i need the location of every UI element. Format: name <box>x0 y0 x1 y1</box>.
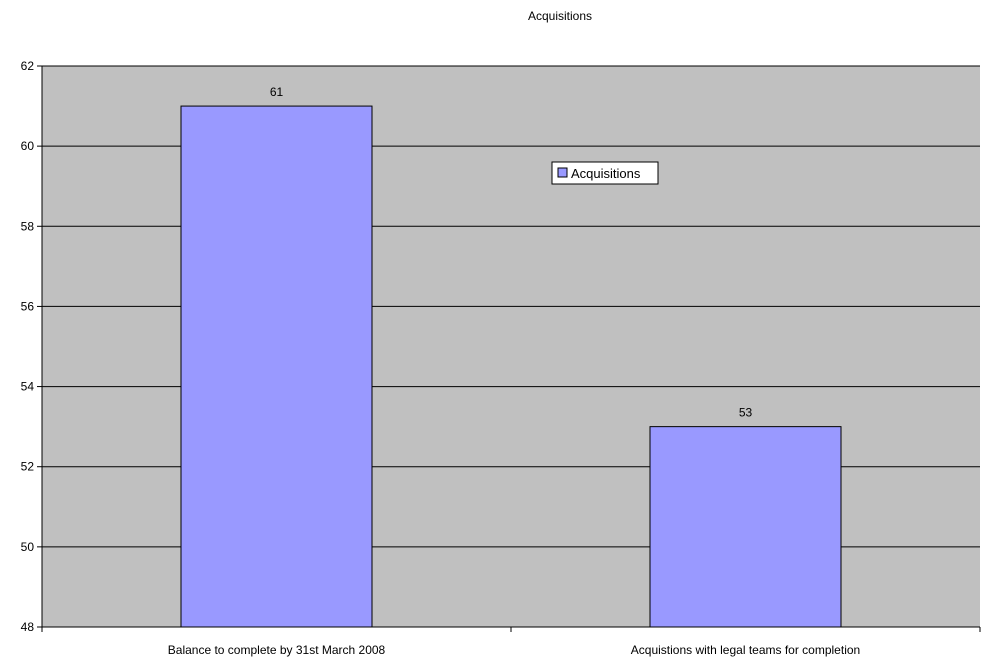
y-tick-label: 52 <box>21 460 35 474</box>
y-tick-label: 48 <box>21 620 35 634</box>
axes <box>41 66 981 632</box>
bar <box>649 426 842 628</box>
legend: Acquisitions <box>551 161 659 185</box>
x-axis-labels: Balance to complete by 31st March 2008 Ac… <box>168 643 860 657</box>
chart-title: Acquisitions <box>528 9 592 23</box>
y-tick-label: 56 <box>21 299 35 313</box>
data-labels: 61 53 <box>270 85 753 420</box>
bar-data-label: 61 <box>270 85 284 99</box>
y-tick-label: 58 <box>21 219 35 233</box>
bar <box>180 105 373 628</box>
bar-data-label: 53 <box>739 406 753 420</box>
y-tick-label: 54 <box>21 380 35 394</box>
y-tick-label: 62 <box>21 59 35 73</box>
legend-swatch <box>557 167 568 178</box>
legend-label: Acquisitions <box>571 166 641 181</box>
y-tick-label: 50 <box>21 540 35 554</box>
x-category-label: Balance to complete by 31st March 2008 <box>168 643 386 657</box>
bars <box>180 105 842 628</box>
y-tick-label: 60 <box>21 139 35 153</box>
x-category-label: Acquistions with legal teams for complet… <box>631 643 860 657</box>
legend-box <box>551 161 659 185</box>
y-axis-ticks: 48 50 52 54 56 58 60 62 <box>21 59 42 634</box>
